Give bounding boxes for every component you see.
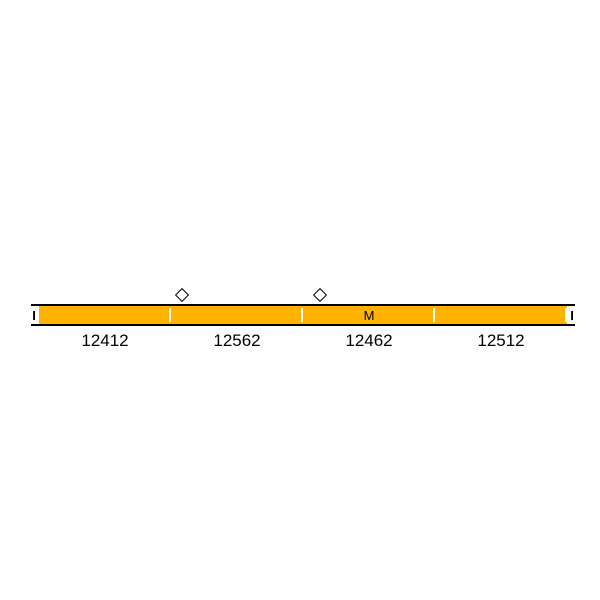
car-1 (39, 306, 171, 324)
car-4-label: 12512 (435, 331, 567, 351)
car-2 (171, 306, 303, 324)
end-cap-right: I (567, 306, 575, 324)
car-2-label: 12562 (171, 331, 303, 351)
car-3-marker: M (364, 308, 375, 323)
pantograph-row (31, 290, 575, 304)
pantograph-diamond-2 (313, 288, 327, 302)
end-cap-left: I (31, 306, 39, 324)
car-4 (435, 306, 567, 324)
train-formation-diagram: I M I 12412 12562 12462 12512 (31, 290, 575, 351)
car-3-label: 12462 (303, 331, 435, 351)
car-1-label: 12412 (39, 331, 171, 351)
label-row: 12412 12562 12462 12512 (31, 331, 575, 351)
car-3: M (303, 306, 435, 324)
pantograph-diamond-1 (175, 288, 189, 302)
car-row: I M I (31, 304, 575, 326)
